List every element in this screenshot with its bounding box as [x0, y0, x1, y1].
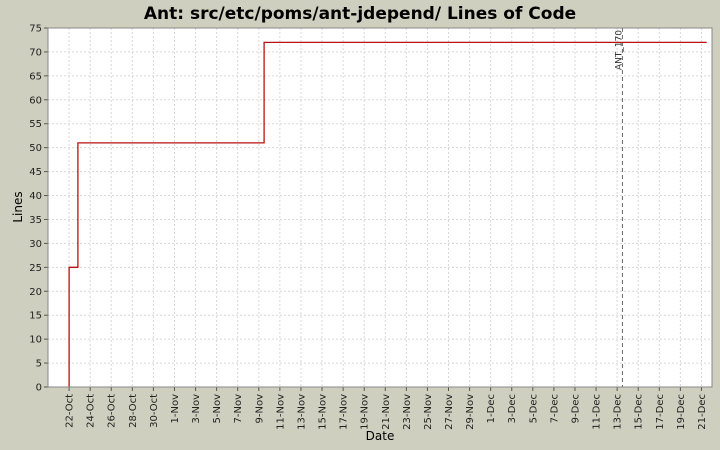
x-tick-label: 7-Dec	[549, 394, 560, 423]
x-tick-label: 21-Dec	[697, 394, 708, 430]
x-tick-label: 17-Dec	[655, 394, 666, 430]
markers: ANT_170	[614, 28, 624, 387]
x-tick-label: 28-Oct	[128, 394, 139, 428]
x-tick-label: 11-Dec	[592, 394, 603, 430]
chart-title: Ant: src/etc/poms/ant-jdepend/ Lines of …	[144, 4, 576, 24]
x-tick-label: 3-Dec	[507, 394, 518, 423]
y-tick-label: 55	[29, 119, 42, 130]
x-tick-label: 15-Nov	[318, 394, 329, 430]
y-tick-label: 35	[29, 215, 42, 226]
x-tick-label: 19-Dec	[676, 394, 687, 430]
x-tick-label: 25-Nov	[423, 394, 434, 430]
x-tick-label: 1-Dec	[486, 394, 497, 423]
y-tick-label: 40	[29, 191, 42, 202]
x-tick-label: 30-Oct	[149, 394, 160, 428]
y-axis-title: Lines	[11, 191, 25, 222]
x-axis-title: Date	[366, 429, 395, 443]
x-tick-label: 7-Nov	[233, 394, 244, 424]
series-layer	[68, 41, 707, 387]
x-tick-label: 24-Oct	[86, 394, 97, 428]
x-tick-label: 23-Nov	[402, 394, 413, 430]
x-tick-label: 11-Nov	[275, 394, 286, 430]
y-tick-label: 0	[36, 383, 42, 394]
x-tick-label: 3-Nov	[191, 394, 202, 424]
x-tick-label: 27-Nov	[444, 394, 455, 430]
y-tick-label: 30	[29, 239, 42, 250]
y-tick-label: 75	[29, 24, 42, 35]
plot-frame	[47, 27, 713, 388]
y-tick-label: 5	[36, 359, 42, 370]
y-tick-label: 70	[29, 47, 42, 58]
plot-area	[48, 28, 712, 387]
x-tick-label: 9-Nov	[254, 394, 265, 424]
y-tick-label: 65	[29, 71, 42, 82]
x-tick-label: 21-Nov	[381, 394, 392, 430]
release-marker-label: ANT_170	[614, 30, 624, 70]
x-tick-label: 5-Nov	[212, 394, 223, 424]
x-tick-label: 9-Dec	[570, 394, 581, 423]
x-tick-label: 26-Oct	[107, 394, 118, 428]
y-tick-label: 45	[29, 167, 42, 178]
y-tick-label: 10	[29, 335, 42, 346]
x-tick-label: 29-Nov	[465, 394, 476, 430]
y-tick-label: 25	[29, 263, 42, 274]
y-tick-label: 60	[29, 95, 42, 106]
series-line	[68, 41, 707, 387]
x-tick-label: 13-Dec	[613, 394, 624, 430]
x-tick-label: 1-Nov	[170, 394, 181, 424]
x-tick-label: 5-Dec	[528, 394, 539, 423]
x-tick-label: 22-Oct	[65, 394, 76, 428]
y-tick-label: 20	[29, 287, 42, 298]
x-tick-label: 17-Nov	[339, 394, 350, 430]
x-tick-label: 19-Nov	[360, 394, 371, 430]
axes: 0 5 10 15 20 25 30 35 40 45 50 55 60 65 70 75 22-Oct 24-O…	[29, 24, 713, 430]
x-tick-label: 13-Nov	[296, 394, 307, 430]
y-tick-label: 50	[29, 143, 42, 154]
x-tick-label: 15-Dec	[634, 394, 645, 430]
y-tick-label: 15	[29, 311, 42, 322]
